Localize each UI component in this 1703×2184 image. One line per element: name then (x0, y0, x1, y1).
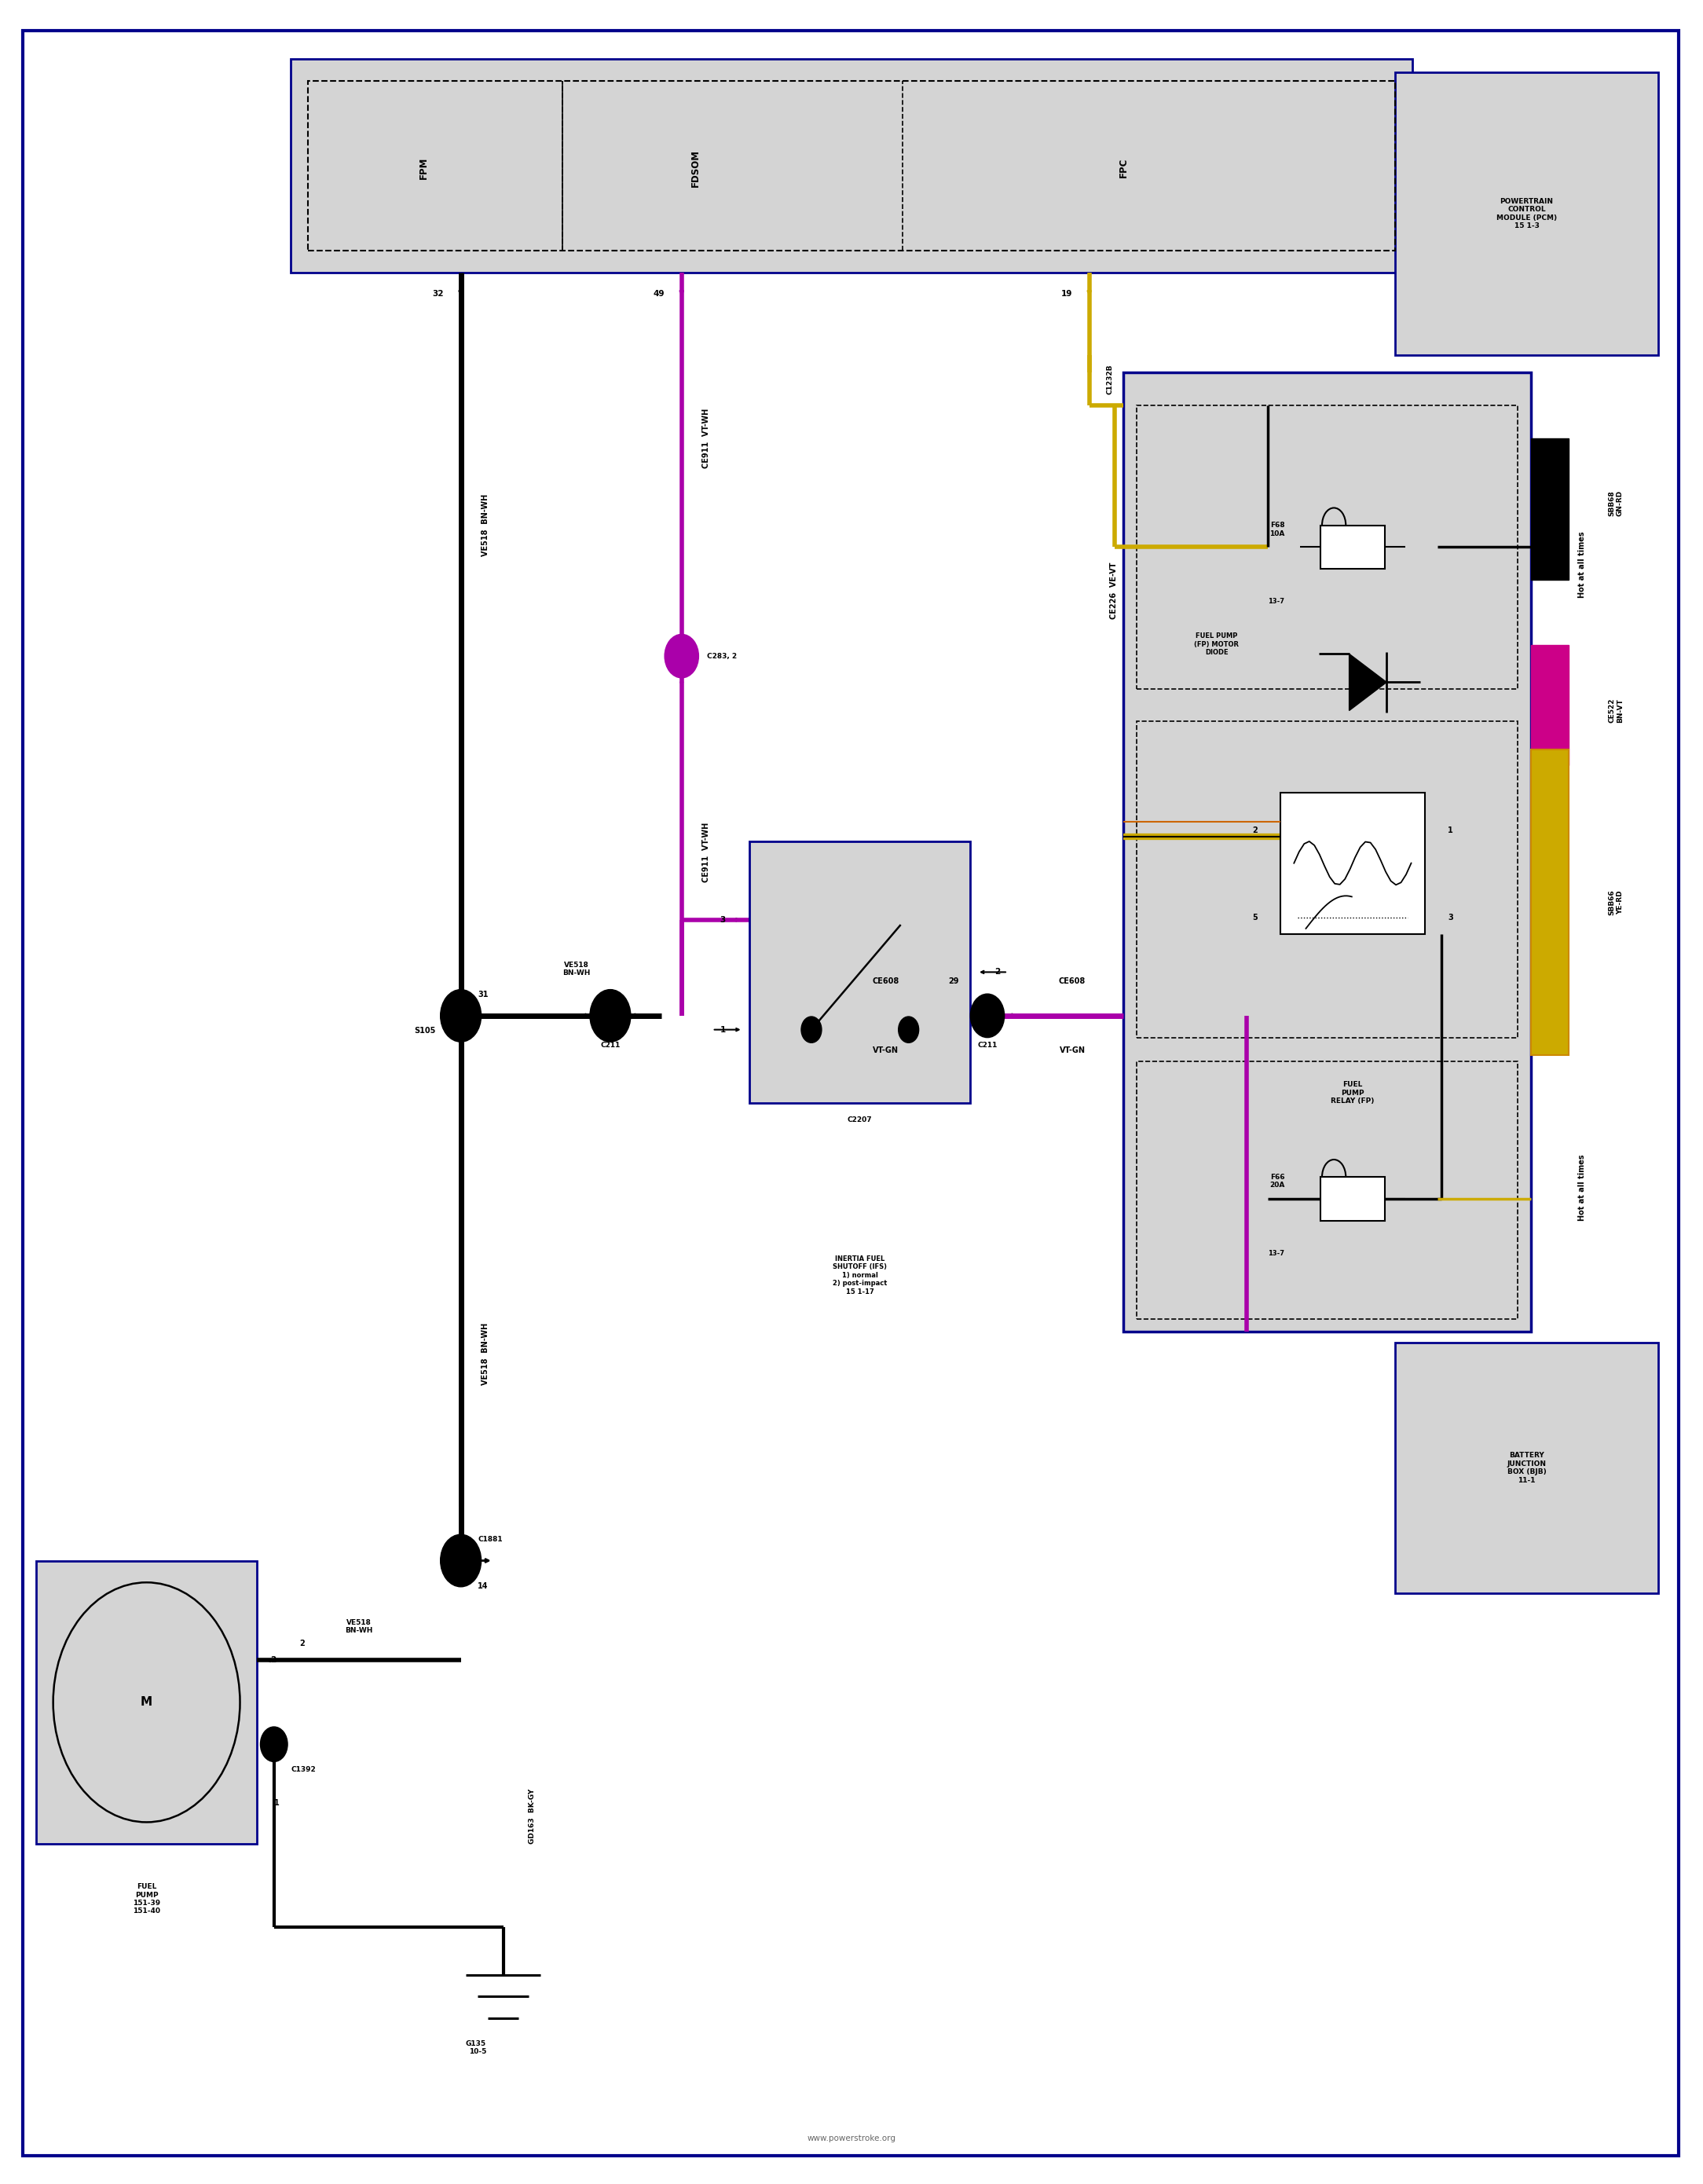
Text: C1881: C1881 (479, 1535, 502, 1544)
Circle shape (261, 1728, 288, 1762)
Bar (1531, 439, 1568, 579)
Text: 1: 1 (1448, 826, 1453, 834)
Text: 13-7: 13-7 (1269, 1249, 1284, 1256)
Circle shape (664, 633, 698, 677)
Text: CE911  VT-WH: CE911 VT-WH (702, 823, 710, 882)
Text: 3: 3 (1448, 913, 1453, 922)
Bar (1395, 1343, 1659, 1594)
Text: 1: 1 (720, 1026, 725, 1033)
Text: 14: 14 (479, 1583, 489, 1590)
Text: C1232B: C1232B (1107, 365, 1114, 395)
Bar (1531, 749, 1568, 1055)
Circle shape (800, 1016, 821, 1042)
Text: VE518
BN-WH: VE518 BN-WH (562, 961, 591, 976)
Text: 5: 5 (1252, 913, 1257, 922)
Bar (291, 59, 1412, 273)
Bar (1531, 644, 1568, 764)
Text: FPC: FPC (1119, 157, 1129, 177)
Circle shape (899, 1016, 918, 1042)
Text: F68
10A: F68 10A (1269, 522, 1284, 537)
Circle shape (53, 1583, 240, 1821)
Text: 49: 49 (654, 290, 664, 297)
Text: 3: 3 (720, 915, 725, 924)
Text: VT-GN: VT-GN (872, 1046, 899, 1055)
Bar (1138, 1061, 1517, 1319)
Text: S105: S105 (414, 1026, 436, 1035)
Text: www.powerstroke.org: www.powerstroke.org (807, 2134, 896, 2143)
Circle shape (589, 989, 630, 1042)
Text: 29: 29 (949, 978, 959, 985)
Text: VE518
BN-WH: VE518 BN-WH (346, 1618, 373, 1634)
Text: 2: 2 (271, 1655, 276, 1664)
Bar (36, 1562, 257, 1843)
Text: 1: 1 (274, 1800, 279, 1806)
Text: VE518  BN-WH: VE518 BN-WH (482, 1324, 489, 1385)
Text: GD163  BK-GY: GD163 BK-GY (528, 1789, 536, 1843)
Text: POWERTRAIN
CONTROL
MODULE (PCM)
15 1-3: POWERTRAIN CONTROL MODULE (PCM) 15 1-3 (1497, 199, 1557, 229)
Text: 13-7: 13-7 (1269, 598, 1284, 605)
Text: 32: 32 (433, 290, 444, 297)
Text: 19: 19 (1061, 290, 1073, 297)
Bar (1320, 1177, 1385, 1221)
Bar (1124, 373, 1531, 1332)
Text: CE911  VT-WH: CE911 VT-WH (702, 408, 710, 467)
Text: CE608: CE608 (1059, 978, 1087, 985)
Polygon shape (1349, 653, 1386, 710)
Text: C1392: C1392 (291, 1767, 315, 1773)
Bar (1281, 793, 1425, 935)
Text: 31: 31 (479, 989, 489, 998)
Text: C211: C211 (978, 1042, 998, 1048)
Text: M: M (141, 1697, 153, 1708)
Bar (1138, 721, 1517, 1037)
Text: 1: 1 (271, 1741, 276, 1747)
Text: VE518  BN-WH: VE518 BN-WH (482, 494, 489, 557)
Text: F66
20A: F66 20A (1269, 1173, 1284, 1188)
Circle shape (441, 1535, 482, 1588)
Bar (308, 81, 1395, 251)
Text: FPM: FPM (419, 157, 429, 179)
Text: BATTERY
JUNCTION
BOX (BJB)
11-1: BATTERY JUNCTION BOX (BJB) 11-1 (1507, 1452, 1546, 1483)
Text: FUEL
PUMP
151-39
151-40: FUEL PUMP 151-39 151-40 (133, 1883, 160, 1915)
Bar (1395, 72, 1659, 356)
Bar (1320, 526, 1385, 568)
Text: CE608: CE608 (872, 978, 899, 985)
Text: SBB66
YE-RD: SBB66 YE-RD (1608, 889, 1623, 915)
Text: Hot at all times: Hot at all times (1579, 1155, 1585, 1221)
Text: Hot at all times: Hot at all times (1579, 531, 1585, 598)
Text: SBB68
GN-RD: SBB68 GN-RD (1608, 491, 1623, 515)
Text: C283, 2: C283, 2 (707, 653, 737, 660)
Bar (749, 841, 971, 1103)
Text: FUEL PUMP
(FP) MOTOR
DIODE: FUEL PUMP (FP) MOTOR DIODE (1194, 633, 1240, 655)
Text: CE226  VE-VT: CE226 VE-VT (1110, 561, 1117, 618)
Text: C2207: C2207 (848, 1116, 872, 1123)
Text: FUEL
PUMP
RELAY (FP): FUEL PUMP RELAY (FP) (1330, 1081, 1374, 1105)
Circle shape (971, 994, 1005, 1037)
Text: INERTIA FUEL
SHUTOFF (IFS)
1) normal
2) post-impact
15 1-17: INERTIA FUEL SHUTOFF (IFS) 1) normal 2) … (833, 1256, 887, 1295)
Text: VT-GN: VT-GN (1059, 1046, 1085, 1055)
Text: CE522
BN-VT: CE522 BN-VT (1608, 699, 1623, 723)
Text: 2: 2 (1252, 826, 1257, 834)
Circle shape (441, 989, 482, 1042)
Text: G135
10-5: G135 10-5 (467, 2040, 487, 2055)
Text: 2: 2 (300, 1640, 305, 1647)
Text: C211: C211 (601, 1042, 620, 1048)
Text: 2: 2 (995, 968, 1000, 976)
Text: FDSOM: FDSOM (690, 149, 700, 186)
Bar (1138, 406, 1517, 688)
